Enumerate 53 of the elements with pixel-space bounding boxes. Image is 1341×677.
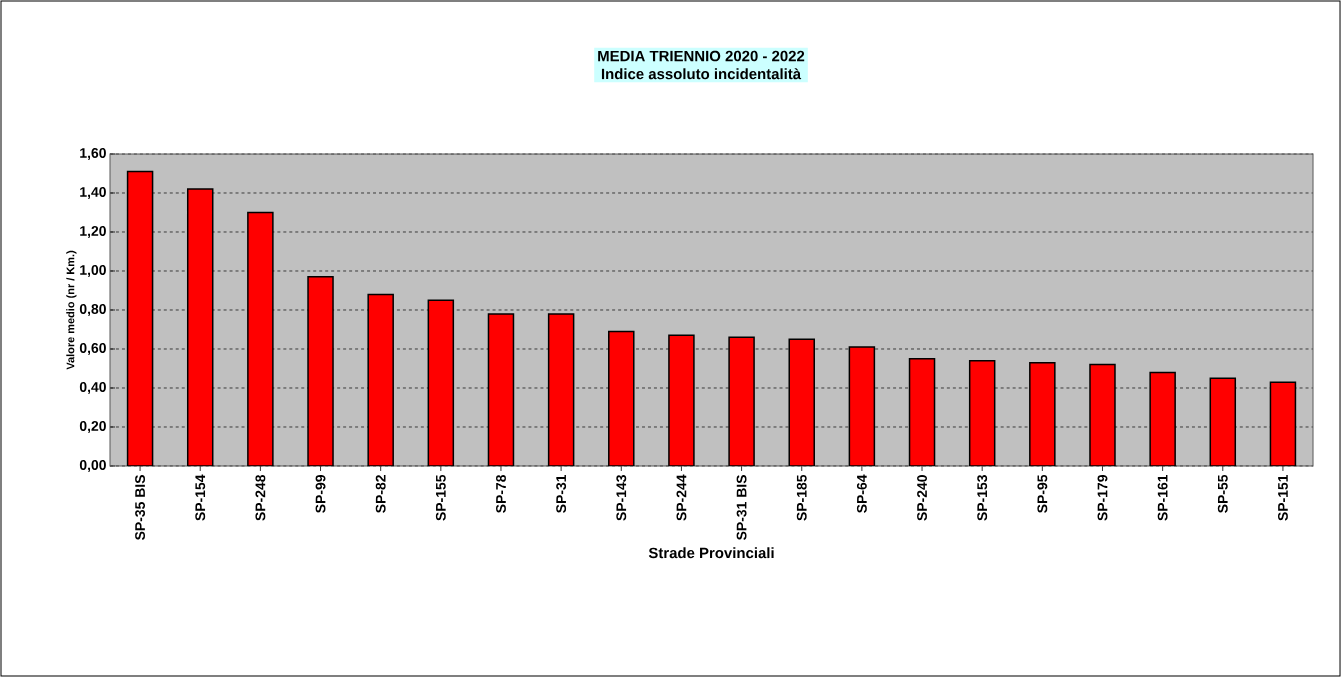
x-tick-label: SP-35 BIS bbox=[135, 475, 146, 540]
bar bbox=[186, 188, 214, 466]
bar bbox=[608, 330, 635, 466]
bar bbox=[1269, 381, 1297, 466]
x-tick-label: SP-240 bbox=[917, 475, 927, 521]
x-tick-label: SP-95 bbox=[1037, 474, 1048, 513]
x-tick-label: SP-31 bbox=[556, 474, 567, 513]
x-axis-title: Strade Provinciali bbox=[648, 547, 774, 559]
x-tick-label: SP-55 bbox=[1217, 474, 1228, 513]
bar bbox=[126, 170, 154, 466]
bar bbox=[427, 299, 455, 466]
y-tick-label: 1,20 bbox=[80, 226, 106, 238]
x-tick-label: SP-99 bbox=[315, 475, 326, 513]
x-tick-label: SP-31 BIS bbox=[736, 475, 747, 540]
bar bbox=[307, 276, 334, 466]
bar bbox=[1209, 377, 1237, 466]
bar bbox=[1149, 371, 1176, 466]
bar bbox=[547, 313, 575, 466]
x-tick-label: SP-179 bbox=[1097, 475, 1108, 521]
y-tick-label: 0,40 bbox=[79, 382, 106, 394]
bar bbox=[668, 334, 695, 466]
y-tick-label: 0,20 bbox=[79, 421, 106, 433]
y-tick-label: 1,40 bbox=[80, 187, 106, 199]
x-tick-label: SP-161 bbox=[1157, 474, 1168, 521]
chart-title: MEDIA TRIENNIO 2020 - 2022 bbox=[598, 50, 805, 62]
bar bbox=[1029, 361, 1056, 466]
x-tick-label: SP-155 bbox=[435, 474, 446, 521]
x-tick-label: SP-82 bbox=[375, 475, 386, 513]
y-axis-title: Valore medio (nr / Km.) bbox=[66, 250, 77, 370]
x-tick-label: SP-185 bbox=[796, 474, 807, 521]
chart-subtitle: Indice assoluto incidentalità bbox=[601, 68, 802, 80]
x-tick-label: SP-244 bbox=[676, 474, 687, 521]
bar bbox=[728, 336, 755, 466]
y-tick-label: 1,60 bbox=[80, 148, 106, 160]
bar bbox=[788, 338, 815, 466]
y-tick-label: 0,00 bbox=[79, 460, 106, 472]
bar bbox=[848, 346, 876, 466]
x-tick-label: SP-64 bbox=[856, 474, 867, 513]
y-tick-label: 0,80 bbox=[79, 304, 106, 316]
bar bbox=[968, 359, 996, 466]
x-tick-label: SP-153 bbox=[977, 475, 988, 521]
x-tick-label: SP-78 bbox=[496, 474, 506, 513]
bar bbox=[487, 313, 515, 466]
bar bbox=[1089, 363, 1116, 466]
x-tick-label: SP-248 bbox=[255, 474, 266, 521]
x-tick-label: SP-151 bbox=[1277, 474, 1288, 521]
x-tick-label: SP-143 bbox=[616, 475, 627, 521]
bar bbox=[367, 293, 394, 466]
x-tick-label: SP-154 bbox=[195, 474, 206, 521]
bar bbox=[247, 211, 274, 466]
y-tick-label: 0,60 bbox=[79, 343, 106, 355]
y-tick-label: 1,00 bbox=[80, 265, 106, 277]
bar bbox=[908, 357, 936, 466]
